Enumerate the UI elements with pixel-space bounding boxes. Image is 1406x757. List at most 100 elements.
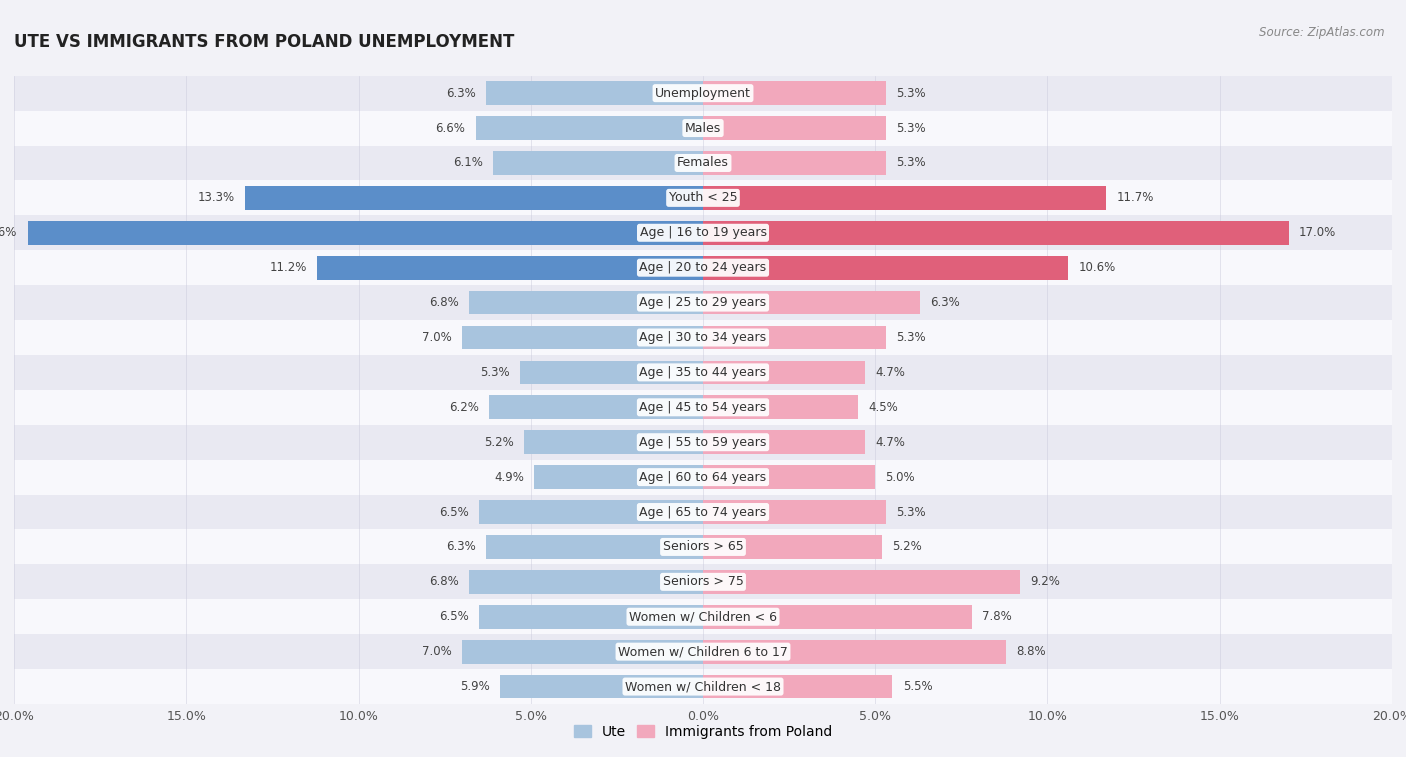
Bar bbox=[14, 285, 1392, 320]
Bar bbox=[486, 81, 703, 105]
Text: 6.8%: 6.8% bbox=[429, 296, 458, 309]
Bar bbox=[14, 494, 1392, 529]
Text: Seniors > 65: Seniors > 65 bbox=[662, 540, 744, 553]
Text: 5.5%: 5.5% bbox=[903, 680, 932, 693]
Bar bbox=[703, 430, 865, 454]
Bar bbox=[14, 320, 1392, 355]
Bar bbox=[703, 360, 865, 385]
Bar bbox=[479, 500, 703, 524]
Bar bbox=[245, 186, 703, 210]
Text: 6.5%: 6.5% bbox=[439, 610, 468, 623]
Bar bbox=[703, 116, 886, 140]
Text: Source: ZipAtlas.com: Source: ZipAtlas.com bbox=[1260, 26, 1385, 39]
Bar bbox=[28, 221, 703, 245]
Bar bbox=[534, 466, 703, 489]
Text: 7.8%: 7.8% bbox=[981, 610, 1012, 623]
Bar bbox=[703, 291, 920, 314]
Bar bbox=[461, 640, 703, 664]
Bar bbox=[703, 221, 1289, 245]
Text: 17.0%: 17.0% bbox=[1299, 226, 1336, 239]
Text: Women w/ Children 6 to 17: Women w/ Children 6 to 17 bbox=[619, 645, 787, 658]
Bar bbox=[461, 326, 703, 350]
Bar bbox=[703, 151, 886, 175]
Text: Age | 55 to 59 years: Age | 55 to 59 years bbox=[640, 436, 766, 449]
Bar bbox=[703, 395, 858, 419]
Text: Age | 20 to 24 years: Age | 20 to 24 years bbox=[640, 261, 766, 274]
Text: 7.0%: 7.0% bbox=[422, 645, 451, 658]
Bar bbox=[703, 640, 1007, 664]
Bar bbox=[489, 395, 703, 419]
Bar bbox=[499, 674, 703, 699]
Text: 10.6%: 10.6% bbox=[1078, 261, 1116, 274]
Text: 4.5%: 4.5% bbox=[869, 400, 898, 414]
Text: 5.3%: 5.3% bbox=[896, 122, 925, 135]
Bar bbox=[703, 535, 882, 559]
Bar bbox=[14, 180, 1392, 215]
Bar bbox=[703, 256, 1069, 279]
Bar bbox=[14, 634, 1392, 669]
Bar bbox=[468, 570, 703, 593]
Bar bbox=[524, 430, 703, 454]
Text: Age | 65 to 74 years: Age | 65 to 74 years bbox=[640, 506, 766, 519]
Bar bbox=[486, 535, 703, 559]
Text: UTE VS IMMIGRANTS FROM POLAND UNEMPLOYMENT: UTE VS IMMIGRANTS FROM POLAND UNEMPLOYME… bbox=[14, 33, 515, 51]
Text: Youth < 25: Youth < 25 bbox=[669, 192, 737, 204]
Text: Unemployment: Unemployment bbox=[655, 86, 751, 100]
Text: 4.7%: 4.7% bbox=[875, 366, 905, 379]
Bar bbox=[14, 215, 1392, 251]
Bar bbox=[14, 600, 1392, 634]
Text: 5.2%: 5.2% bbox=[484, 436, 513, 449]
Bar bbox=[318, 256, 703, 279]
Text: Age | 16 to 19 years: Age | 16 to 19 years bbox=[640, 226, 766, 239]
Text: Age | 35 to 44 years: Age | 35 to 44 years bbox=[640, 366, 766, 379]
Bar bbox=[703, 186, 1107, 210]
Text: 11.2%: 11.2% bbox=[270, 261, 307, 274]
Text: 5.3%: 5.3% bbox=[896, 157, 925, 170]
Text: 5.2%: 5.2% bbox=[893, 540, 922, 553]
Bar bbox=[703, 674, 893, 699]
Bar bbox=[14, 425, 1392, 459]
Text: 7.0%: 7.0% bbox=[422, 331, 451, 344]
Bar bbox=[14, 459, 1392, 494]
Text: Age | 25 to 29 years: Age | 25 to 29 years bbox=[640, 296, 766, 309]
Text: 6.3%: 6.3% bbox=[446, 540, 475, 553]
Text: 6.8%: 6.8% bbox=[429, 575, 458, 588]
Text: Age | 45 to 54 years: Age | 45 to 54 years bbox=[640, 400, 766, 414]
Bar bbox=[14, 251, 1392, 285]
Bar bbox=[14, 355, 1392, 390]
Bar bbox=[14, 669, 1392, 704]
Text: 19.6%: 19.6% bbox=[0, 226, 17, 239]
Text: 6.5%: 6.5% bbox=[439, 506, 468, 519]
Bar bbox=[520, 360, 703, 385]
Text: 5.3%: 5.3% bbox=[481, 366, 510, 379]
Text: 11.7%: 11.7% bbox=[1116, 192, 1154, 204]
Text: 5.3%: 5.3% bbox=[896, 86, 925, 100]
Bar bbox=[14, 76, 1392, 111]
Text: 6.2%: 6.2% bbox=[450, 400, 479, 414]
Text: 6.3%: 6.3% bbox=[931, 296, 960, 309]
Text: 8.8%: 8.8% bbox=[1017, 645, 1046, 658]
Bar bbox=[494, 151, 703, 175]
Bar bbox=[14, 111, 1392, 145]
Text: 4.7%: 4.7% bbox=[875, 436, 905, 449]
Text: Females: Females bbox=[678, 157, 728, 170]
Legend: Ute, Immigrants from Poland: Ute, Immigrants from Poland bbox=[568, 719, 838, 744]
Text: Age | 60 to 64 years: Age | 60 to 64 years bbox=[640, 471, 766, 484]
Text: 5.9%: 5.9% bbox=[460, 680, 489, 693]
Text: 5.3%: 5.3% bbox=[896, 506, 925, 519]
Bar bbox=[14, 565, 1392, 600]
Text: 6.6%: 6.6% bbox=[436, 122, 465, 135]
Text: Women w/ Children < 6: Women w/ Children < 6 bbox=[628, 610, 778, 623]
Text: 5.0%: 5.0% bbox=[886, 471, 915, 484]
Bar bbox=[475, 116, 703, 140]
Bar bbox=[703, 466, 875, 489]
Bar bbox=[468, 291, 703, 314]
Text: Seniors > 75: Seniors > 75 bbox=[662, 575, 744, 588]
Text: 6.1%: 6.1% bbox=[453, 157, 482, 170]
Bar bbox=[14, 145, 1392, 180]
Text: 5.3%: 5.3% bbox=[896, 331, 925, 344]
Bar bbox=[703, 570, 1019, 593]
Bar bbox=[14, 390, 1392, 425]
Bar bbox=[703, 500, 886, 524]
Text: Age | 30 to 34 years: Age | 30 to 34 years bbox=[640, 331, 766, 344]
